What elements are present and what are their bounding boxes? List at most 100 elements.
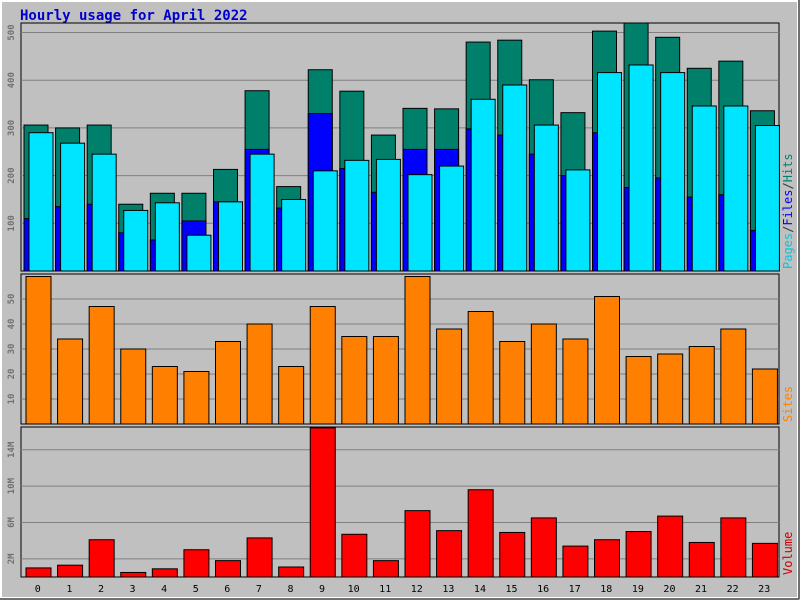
bar-volume-hour-13 (436, 530, 463, 578)
bar-volume-hour-18 (594, 539, 620, 578)
bar-sites-hour-13 (436, 328, 463, 425)
bar-sites-hour-10 (341, 336, 368, 425)
bar-pages-hour-16 (533, 124, 559, 272)
x-tick-label-hour-18: 18 (600, 584, 612, 595)
bar-volume-hour-23 (751, 542, 778, 578)
bar-volume-hour-22 (720, 517, 747, 578)
y-tick-label: 400 (7, 72, 17, 88)
bar-sites-hour-1 (57, 338, 84, 425)
bar-sites-hour-15 (499, 341, 526, 425)
legend-entry: Sites (781, 386, 795, 422)
bar-sites-hour-0 (25, 276, 52, 425)
x-tick-label-hour-14: 14 (474, 584, 486, 595)
x-tick-label-hour-23: 23 (758, 584, 770, 595)
y-tick-label: 300 (7, 120, 17, 136)
bar-volume-hour-6 (215, 560, 241, 578)
chart-title: Hourly usage for April 2022 (20, 8, 248, 24)
bar-volume-hour-17 (562, 545, 589, 578)
y-tick-label: 14M (7, 441, 17, 458)
bar-sites-hour-17 (562, 338, 589, 425)
y-tick-label: 500 (7, 24, 17, 40)
x-tick-label-hour-3: 3 (130, 584, 136, 595)
bar-pages-hour-20 (660, 72, 686, 272)
y-tick-label: 6M (7, 516, 17, 527)
bar-volume-hour-16 (530, 517, 557, 578)
bar-pages-hour-3 (123, 209, 149, 272)
bar-pages-hour-0 (28, 132, 54, 272)
bar-pages-hour-15 (502, 84, 528, 272)
panel-sites: 10 20 30 40 50 Sites (7, 273, 795, 425)
y-tick-label: 100 (7, 215, 17, 231)
bar-sites-hour-8 (278, 366, 305, 425)
bar-pages-hour-7 (249, 153, 275, 272)
bar-pages-hour-13 (439, 165, 465, 272)
x-tick-label-hour-13: 13 (442, 584, 454, 595)
legend-entry: Files (781, 190, 795, 226)
bar-pages-hour-6 (218, 201, 243, 272)
x-tick-label-hour-9: 9 (319, 584, 325, 595)
bar-pages-hour-5 (186, 234, 212, 272)
bar-sites-hour-5 (183, 371, 210, 425)
bar-pages-hour-17 (565, 169, 591, 272)
bar-sites-hour-6 (215, 341, 241, 425)
x-tick-label-hour-10: 10 (348, 584, 360, 595)
x-tick-label-hour-16: 16 (537, 584, 549, 595)
bar-pages-hour-18 (597, 72, 622, 272)
bar-volume-hour-8 (278, 566, 305, 578)
bar-sites-hour-2 (88, 306, 115, 425)
bar-volume-hour-3 (120, 571, 147, 578)
bar-sites-hour-16 (530, 323, 557, 425)
bar-volume-hour-0 (25, 567, 52, 578)
y-tick-label: 30 (7, 344, 17, 355)
legend-hits: Pages/Files/Hits (781, 153, 795, 269)
bar-sites-hour-18 (594, 296, 620, 425)
y-tick-label: 200 (7, 167, 17, 183)
x-tick-label-hour-6: 6 (224, 584, 230, 595)
bar-sites-hour-3 (120, 348, 147, 425)
bar-volume-hour-4 (151, 568, 178, 578)
bar-sites-hour-12 (404, 276, 431, 425)
bar-sites-hour-9 (309, 306, 336, 425)
bar-volume-hour-15 (499, 531, 526, 578)
x-axis-hour-labels: 0 1 2 3 4 5 6 7 8 9 10 11 12 13 14 15 16 17 18 19 20 21 22 23 (35, 584, 770, 595)
x-tick-label-hour-2: 2 (98, 584, 104, 595)
bar-sites-hour-14 (467, 311, 494, 425)
bar-pages-hour-22 (723, 105, 749, 272)
bar-pages-hour-9 (312, 170, 338, 272)
bar-volume-hour-10 (341, 533, 368, 578)
bar-sites-hour-11 (372, 336, 399, 425)
bar-pages-hour-2 (91, 153, 117, 272)
bar-pages-hour-8 (281, 198, 307, 272)
x-tick-label-hour-5: 5 (193, 584, 199, 595)
legend-entry: / (781, 226, 795, 233)
y-tick-label: 50 (7, 294, 17, 305)
x-tick-label-hour-11: 11 (379, 584, 391, 595)
x-tick-label-hour-21: 21 (695, 584, 707, 595)
bar-volume-hour-19 (625, 531, 652, 578)
bar-volume-hour-20 (657, 515, 684, 578)
bar-volume-hour-14 (467, 489, 494, 578)
bar-volume-hour-2 (88, 539, 115, 578)
bar-pages-hour-10 (344, 159, 370, 272)
bar-volume-hour-5 (183, 549, 210, 578)
legend-entry: Hits (781, 153, 795, 182)
x-tick-label-hour-4: 4 (161, 584, 167, 595)
bar-volume-hour-1 (57, 564, 84, 578)
bar-pages-hour-21 (691, 105, 717, 272)
x-tick-label-hour-0: 0 (35, 584, 41, 595)
bar-sites-hour-23 (751, 368, 778, 425)
y-tick-label: 10M (7, 477, 17, 494)
bar-pages-hour-12 (407, 174, 433, 272)
legend-sites: Sites (781, 386, 795, 422)
x-tick-label-hour-1: 1 (66, 584, 72, 595)
bar-pages-hour-1 (60, 142, 86, 272)
x-tick-label-hour-20: 20 (663, 584, 675, 595)
bar-volume-hour-12 (404, 510, 431, 578)
legend-volume: Volume (781, 532, 795, 575)
bar-volume-hour-7 (246, 537, 273, 578)
y-tick-label: 10 (7, 394, 17, 405)
x-tick-label-hour-19: 19 (632, 584, 644, 595)
x-tick-label-hour-17: 17 (569, 584, 581, 595)
